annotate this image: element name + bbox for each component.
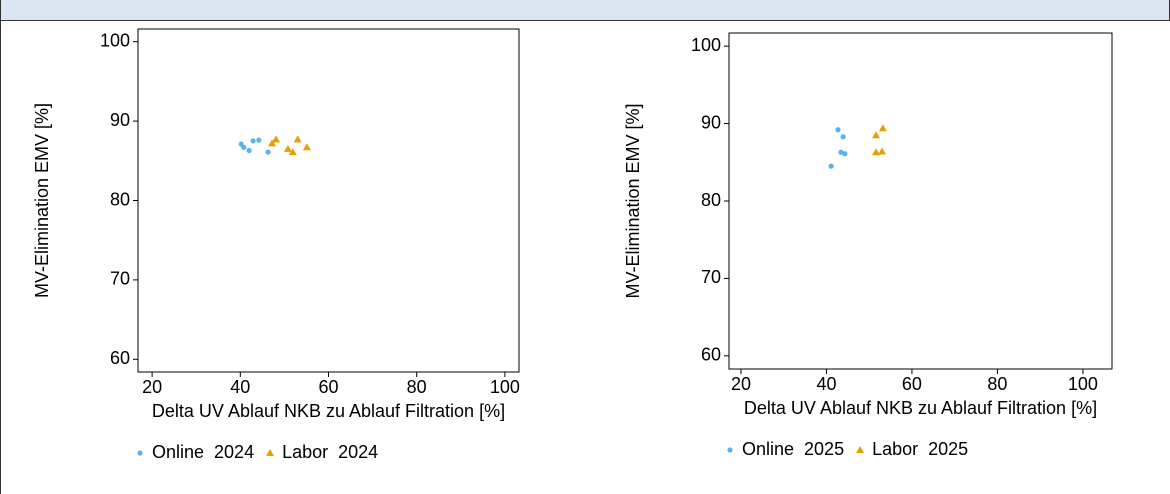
- legend-label: Labor 2025: [872, 439, 968, 459]
- legend-marker: [727, 447, 733, 453]
- x-tick-label: 60: [318, 377, 338, 397]
- y-tick-label: 70: [110, 269, 130, 289]
- y-tick-label: 70: [701, 267, 721, 287]
- x-axis-label: Delta UV Ablauf NKB zu Ablauf Filtration…: [744, 398, 1097, 418]
- point: [878, 147, 887, 155]
- point: [872, 131, 881, 139]
- point: [835, 127, 841, 133]
- x-tick-label: 60: [902, 374, 922, 394]
- point: [246, 147, 252, 154]
- point: [265, 149, 271, 155]
- y-axis-label: MV-Elimination EMV [%]: [623, 103, 643, 298]
- legend-label: Labor 2024: [282, 442, 378, 462]
- x-tick-label: 80: [987, 374, 1007, 394]
- x-tick-label: 40: [816, 374, 836, 394]
- point: [241, 144, 247, 150]
- legend-label: Online 2025: [742, 439, 844, 459]
- point: [293, 135, 302, 143]
- y-tick-label: 80: [701, 190, 721, 210]
- legend-label: Online 2024: [152, 442, 254, 462]
- point: [272, 135, 281, 143]
- y-tick-label: 90: [701, 112, 721, 132]
- point: [288, 148, 297, 156]
- point: [828, 163, 834, 169]
- legend-marker: [856, 446, 865, 453]
- y-axis-label: MV-Elimination EMV [%]: [32, 103, 52, 298]
- point: [268, 139, 277, 147]
- x-tick-label: 20: [142, 377, 162, 397]
- x-tick-label: 80: [407, 377, 427, 397]
- x-tick-label: 20: [731, 374, 751, 394]
- point: [878, 124, 887, 132]
- x-tick-label: 100: [1068, 374, 1098, 394]
- point: [842, 151, 848, 157]
- legend-marker: [266, 449, 275, 456]
- x-tick-label: 40: [230, 377, 250, 397]
- x-tick-label: 100: [490, 377, 520, 397]
- point: [250, 138, 256, 144]
- y-tick-label: 80: [110, 189, 130, 209]
- point: [256, 137, 262, 143]
- y-tick-label: 100: [100, 30, 130, 50]
- y-tick-label: 100: [691, 35, 721, 55]
- point: [283, 144, 292, 152]
- left-border: [0, 0, 1, 494]
- plot-frame: [728, 32, 1113, 370]
- y-tick-label: 60: [701, 345, 721, 365]
- legend-marker: [137, 450, 143, 456]
- plot-frame: [137, 28, 520, 373]
- y-tick-label: 60: [110, 348, 130, 368]
- y-tick-label: 90: [110, 110, 130, 130]
- point: [872, 148, 881, 156]
- x-axis-label: Delta UV Ablauf NKB zu Ablauf Filtration…: [152, 401, 505, 421]
- point: [840, 134, 846, 140]
- point: [302, 143, 311, 151]
